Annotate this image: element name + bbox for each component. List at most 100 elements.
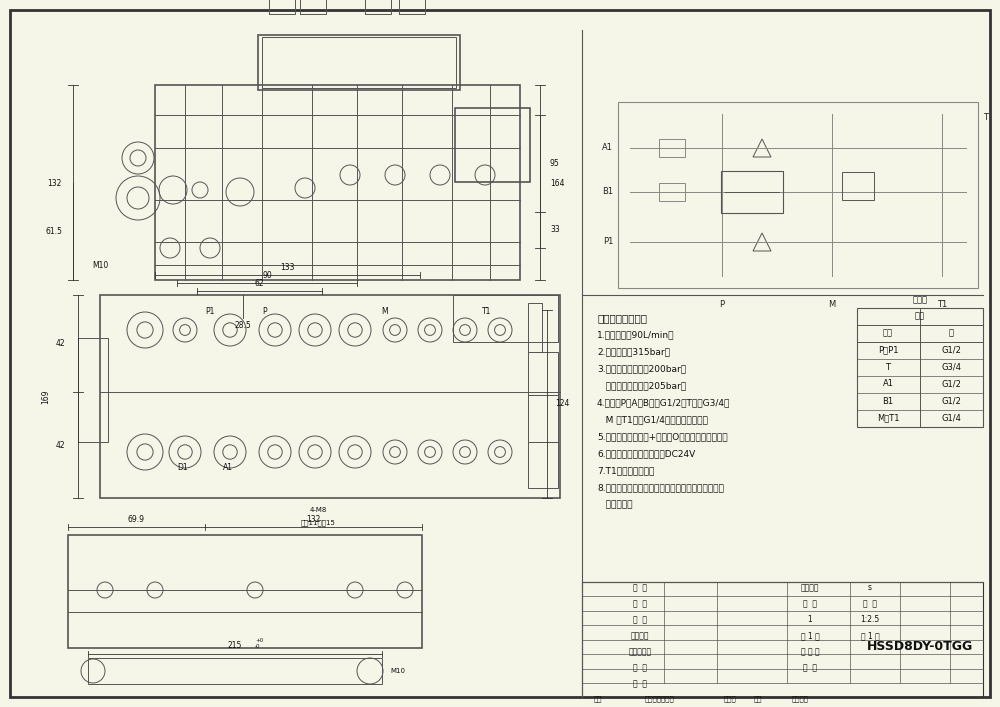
Text: 28.5: 28.5 [235, 320, 251, 329]
Text: 更改人: 更改人 [724, 696, 736, 702]
Bar [659, 183, 685, 201]
Bar [78, 338, 108, 442]
Text: 42: 42 [55, 440, 65, 450]
Text: 33: 33 [550, 226, 560, 235]
Bar [155, 85, 520, 280]
Text: HSSD8DY-0TGG: HSSD8DY-0TGG [867, 641, 973, 653]
Text: T: T [886, 363, 891, 371]
Bar [68, 535, 422, 648]
Text: D1: D1 [178, 464, 188, 472]
Text: 鄀体: 鄀体 [915, 312, 925, 320]
Text: T1: T1 [937, 300, 947, 309]
Text: G1/2: G1/2 [941, 346, 961, 354]
Text: M10: M10 [390, 668, 405, 674]
Text: 订单编号: 订单编号 [792, 696, 808, 702]
Text: P1: P1 [603, 238, 613, 247]
Text: 4.油口：P、A、B口为G1/2，T口为G3/4；: 4.油口：P、A、B口为G1/2，T口为G3/4； [597, 399, 730, 407]
Bar [365, 0, 391, 14]
Text: T1: T1 [482, 308, 492, 317]
Text: 标记: 标记 [594, 696, 602, 702]
Text: 1:2.5: 1:2.5 [860, 616, 880, 624]
Bar [455, 108, 530, 182]
Text: 1.最大流量：90L/min；: 1.最大流量：90L/min； [597, 330, 674, 339]
Text: 第 1 张: 第 1 张 [861, 631, 879, 641]
Text: A1: A1 [223, 464, 233, 472]
Text: 接口: 接口 [883, 329, 893, 337]
Text: 132: 132 [48, 178, 62, 187]
Text: M 、T1口为G1/4；均为平面密封；: M 、T1口为G1/4；均为平面密封； [597, 416, 708, 424]
Text: 133: 133 [280, 262, 294, 271]
Bar [258, 35, 460, 90]
Text: 审  核: 审 核 [633, 663, 647, 672]
Bar [618, 102, 978, 288]
Text: 工艺检查: 工艺检查 [631, 631, 649, 641]
Text: s: s [868, 583, 872, 592]
Text: 69.9: 69.9 [128, 515, 144, 523]
Text: 124: 124 [555, 399, 569, 409]
Text: 90: 90 [262, 271, 272, 279]
Bar [528, 352, 558, 395]
Bar [300, 0, 326, 14]
Text: B1: B1 [602, 187, 613, 197]
Text: A1: A1 [883, 380, 894, 389]
Bar [453, 295, 558, 342]
Bar [100, 295, 560, 498]
Bar [659, 139, 685, 157]
Text: 62: 62 [254, 279, 264, 288]
Text: 技术要求和参数：: 技术要求和参数： [597, 313, 647, 323]
Bar [262, 37, 456, 88]
Text: G3/4: G3/4 [941, 363, 961, 371]
Bar [88, 658, 382, 684]
Text: T: T [983, 114, 988, 122]
Bar [528, 442, 558, 488]
Text: 设  计: 设 计 [633, 583, 647, 592]
Text: 169: 169 [41, 390, 50, 404]
Text: 批  准: 批 准 [633, 679, 647, 689]
Text: 标准化检查: 标准化检查 [628, 648, 652, 657]
Text: 比  例: 比 例 [863, 600, 877, 609]
Text: M: M [828, 300, 836, 309]
Text: 4-M8: 4-M8 [309, 507, 327, 513]
Text: P: P [263, 308, 267, 317]
Text: 132: 132 [306, 515, 320, 523]
Text: +0: +0 [255, 638, 263, 643]
Text: 42: 42 [55, 339, 65, 348]
Text: G1/2: G1/2 [941, 380, 961, 389]
Bar [842, 172, 874, 200]
Text: 5.控制方式：电液控+手动，O型阀杆，弹簧复位；: 5.控制方式：电液控+手动，O型阀杆，弹簧复位； [597, 433, 728, 441]
Text: 数  量: 数 量 [803, 600, 817, 609]
Text: 攻深11钻深15: 攻深11钻深15 [301, 520, 335, 526]
Text: 类  型: 类 型 [803, 663, 817, 672]
Bar [857, 308, 983, 427]
Text: P、P1: P、P1 [878, 346, 898, 354]
Text: 215: 215 [228, 641, 242, 650]
Text: B1: B1 [882, 397, 894, 406]
Bar [528, 395, 558, 442]
Bar [269, 0, 295, 14]
Text: 2.最高压力：315bar；: 2.最高压力：315bar； [597, 348, 670, 356]
Text: 更改内容或依据: 更改内容或依据 [645, 696, 675, 702]
Text: 格: 格 [948, 329, 954, 337]
Text: 图样标记: 图样标记 [801, 583, 819, 592]
Text: 过载鄀调定压力：205bar；: 过载鄀调定压力：205bar； [597, 382, 686, 390]
Text: P: P [719, 300, 725, 309]
Bar [399, 0, 425, 14]
Text: -0: -0 [255, 643, 260, 648]
Text: M10: M10 [92, 260, 108, 269]
Text: 日期: 日期 [754, 696, 762, 702]
Text: 1: 1 [808, 616, 812, 624]
Text: 螺纹规: 螺纹规 [912, 296, 928, 305]
Text: 8.阀体表面磷化处理，安全鄀及螺堵镀锌，支架后盖: 8.阀体表面磷化处理，安全鄀及螺堵镀锌，支架后盖 [597, 484, 724, 493]
Bar [528, 303, 542, 352]
Bar [582, 582, 983, 697]
Text: M: M [382, 308, 388, 317]
Text: G1/4: G1/4 [941, 414, 961, 423]
Text: 61.5: 61.5 [45, 228, 62, 237]
Text: M、T1: M、T1 [877, 414, 899, 423]
Text: 7.T1口直接接油筱；: 7.T1口直接接油筱； [597, 467, 654, 476]
Text: P1: P1 [205, 308, 215, 317]
Text: 共 1 张: 共 1 张 [801, 631, 819, 641]
Text: 制  图: 制 图 [633, 600, 647, 609]
Text: G1/2: G1/2 [941, 397, 961, 406]
Text: 6.线圈：三插线圈，电压：DC24V: 6.线圈：三插线圈，电压：DC24V [597, 450, 695, 459]
